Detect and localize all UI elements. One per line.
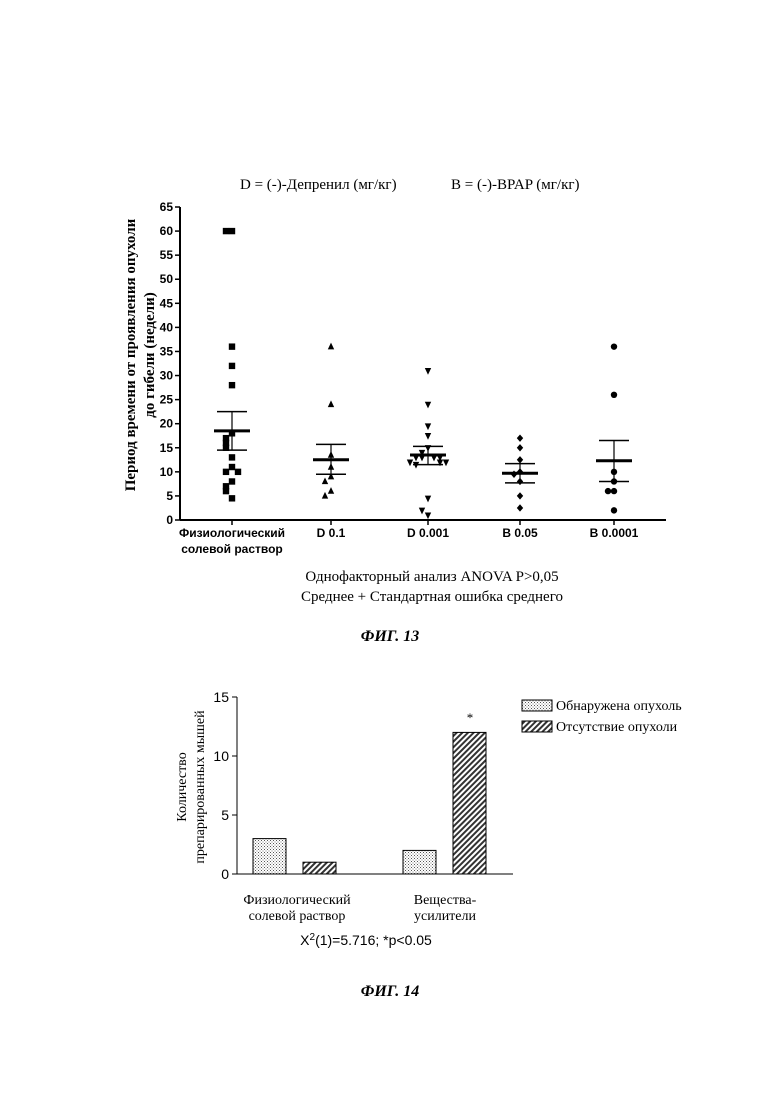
fig13-point	[611, 507, 617, 513]
fig13-point	[517, 434, 523, 441]
legend-swatch-detected	[522, 700, 552, 711]
fig14-y-tick-label: 0	[221, 866, 229, 882]
fig13-point	[425, 433, 431, 440]
fig13-caption: ФИГ. 13	[361, 628, 420, 645]
fig13-y-tick-label: 50	[160, 272, 174, 286]
fig13-point	[443, 460, 449, 467]
fig14-stat-text: X2(1)=5.716; *p<0.05	[300, 932, 432, 948]
fig14-ylabel-line1: Количество	[175, 752, 190, 821]
fig14-bar	[253, 839, 286, 874]
fig13-y-tick-label: 20	[160, 417, 174, 431]
fig13-point	[328, 400, 334, 407]
fig14-x-tick-label: Физиологический	[243, 893, 351, 908]
fig13-point	[517, 456, 523, 463]
figure-canvas: D = (-)-Депренил (мг/кг) B = (-)-BPAP (м…	[0, 0, 780, 1103]
fig13-point	[425, 423, 431, 430]
fig13-point	[223, 228, 229, 234]
fig13-y-tick-label: 15	[160, 441, 174, 455]
fig13-footer-line1: Однофакторный анализ ANOVA P>0,05	[305, 569, 558, 585]
fig13-y-tick-label: 40	[160, 320, 174, 334]
fig13-y-tick-label: 45	[160, 296, 174, 310]
fig13-y-tick-label: 60	[160, 224, 174, 238]
fig13-y-tick-label: 25	[160, 393, 174, 407]
fig13-point	[229, 363, 235, 369]
fig13-point	[223, 469, 229, 475]
fig13-y-tick-label: 65	[160, 200, 174, 214]
fig13-x-tick-label: B 0.05	[502, 526, 538, 540]
fig13-point	[517, 492, 523, 499]
fig13-point	[419, 508, 425, 515]
fig13-x-tick-label: Физиологический	[179, 526, 285, 540]
fig13-plot: 0 5 10 15 20 25 30 35 40 45 50 55 60 65 Физиологически…	[160, 200, 666, 556]
fig13-point	[322, 477, 328, 484]
fig14-x-tick-label: Вещества-	[414, 893, 477, 908]
fig13-point	[235, 469, 241, 475]
fig13-point	[229, 495, 235, 501]
fig13-header-right: B = (-)-BPAP (мг/кг)	[451, 177, 580, 193]
fig13-point	[223, 488, 229, 494]
fig13-point	[425, 496, 431, 503]
fig13-y-tick-label: 30	[160, 369, 174, 383]
fig13-x-tick-label: солевой раствор	[181, 542, 283, 556]
fig13-x-tick-label: D 0.1	[317, 526, 346, 540]
fig14-significance-star: *	[467, 710, 474, 725]
fig13-point	[229, 454, 235, 460]
fig13-y-tick-label: 5	[166, 489, 173, 503]
legend-label-absent: Отсутствие опухоли	[556, 720, 678, 735]
fig13-point	[407, 460, 413, 467]
fig13-point	[229, 343, 235, 349]
fig13-point	[425, 368, 431, 375]
fig13-ylabel-line1: Период времени от проявления опухоли	[123, 218, 139, 491]
fig13-point	[328, 487, 334, 494]
fig13-point	[229, 478, 235, 484]
fig13-point	[229, 382, 235, 388]
fig13-point	[611, 488, 617, 494]
fig13-point	[229, 228, 235, 234]
fig13-point	[517, 444, 523, 451]
fig13-point	[605, 488, 611, 494]
fig13-point	[611, 392, 617, 398]
fig13-point	[328, 343, 334, 350]
fig14-bar	[453, 732, 486, 874]
fig13-header-left: D = (-)-Депренил (мг/кг)	[240, 177, 397, 193]
fig13-point	[425, 512, 431, 519]
fig13-x-tick-label: B 0.0001	[590, 526, 639, 540]
fig14-bar	[403, 850, 436, 874]
fig14-y-tick-label: 15	[213, 689, 229, 705]
fig14-y-tick-label: 5	[221, 807, 229, 823]
fig13-x-tick-label: D 0.001	[407, 526, 449, 540]
fig14-x-tick-label: солевой раствор	[249, 909, 346, 924]
fig13-y-tick-label: 0	[166, 513, 173, 527]
legend-swatch-absent	[522, 721, 552, 732]
fig13-point	[322, 492, 328, 499]
fig14-bar	[303, 862, 336, 874]
fig13-y-tick-label: 35	[160, 344, 174, 358]
fig14-y-tick-label: 10	[213, 748, 229, 764]
fig14-caption: ФИГ. 14	[361, 983, 420, 1000]
fig13-y-tick-label: 55	[160, 248, 174, 262]
fig13-footer-line2: Среднее + Стандартная ошибка среднего	[301, 589, 563, 605]
fig13-point	[517, 504, 523, 511]
fig13-point	[229, 464, 235, 470]
fig14-x-tick-label: усилители	[414, 909, 477, 924]
fig14-ylabel-line2: препарированных мышей	[193, 710, 208, 864]
fig13-point	[611, 343, 617, 349]
fig13-point	[425, 402, 431, 409]
legend-label-detected: Обнаружена опухоль	[556, 699, 682, 714]
fig13-ylabel-line2: до гибели (недели)	[142, 292, 158, 417]
fig13-y-tick-label: 10	[160, 465, 174, 479]
